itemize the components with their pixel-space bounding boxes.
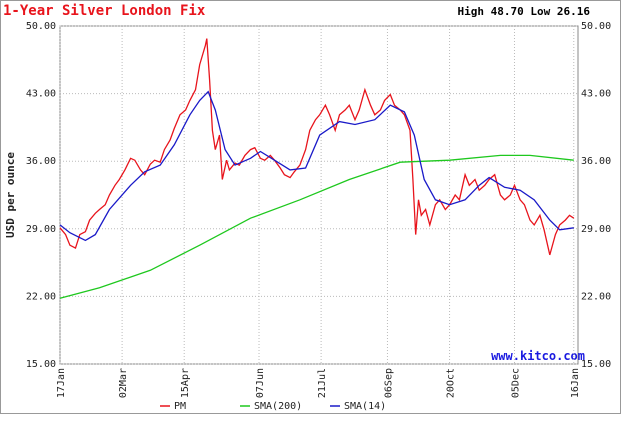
chart-title: 1-Year Silver London Fix: [3, 3, 206, 19]
y-tick-label-right: 15.00: [581, 359, 611, 370]
x-tick-label: 17Jan: [56, 368, 67, 398]
legend-label: PM: [174, 401, 186, 412]
y-tick-label: 15.00: [26, 359, 56, 370]
y-tick-label: 22.00: [26, 291, 56, 302]
y-tick-label: 50.00: [26, 21, 56, 32]
legend-label: SMA(200): [254, 401, 302, 412]
legend-label: SMA(14): [344, 401, 386, 412]
series-line: [59, 38, 575, 256]
y-tick-label-right: 50.00: [581, 21, 611, 32]
y-tick-label: 29.00: [26, 224, 56, 235]
x-tick-label: 21Jul: [317, 368, 328, 398]
x-tick-label: 02Mar: [118, 368, 129, 398]
x-tick-label: 20Oct: [446, 368, 457, 398]
y-tick-label-right: 36.00: [581, 156, 611, 167]
series-line: [59, 90, 574, 242]
x-tick-label: 06Sep: [383, 368, 394, 398]
y-tick-label: 43.00: [26, 89, 56, 100]
x-tick-label: 05Dec: [510, 368, 521, 398]
x-tick-label: 07Jun: [255, 368, 266, 398]
y-tick-label-right: 43.00: [581, 89, 611, 100]
x-tick-label: 15Apr: [180, 368, 191, 398]
watermark: www.kitco.com: [491, 349, 585, 363]
series-line: [59, 154, 574, 299]
y-tick-label: 36.00: [26, 156, 56, 167]
y-axis-title: USD per ounce: [4, 152, 17, 238]
chart-subtitle: High 48.70 Low 26.16: [458, 5, 591, 18]
x-tick-label: 16Jan: [570, 368, 581, 398]
y-tick-label-right: 29.00: [581, 224, 611, 235]
y-tick-label-right: 22.00: [581, 291, 611, 302]
plot-area: [59, 25, 579, 365]
